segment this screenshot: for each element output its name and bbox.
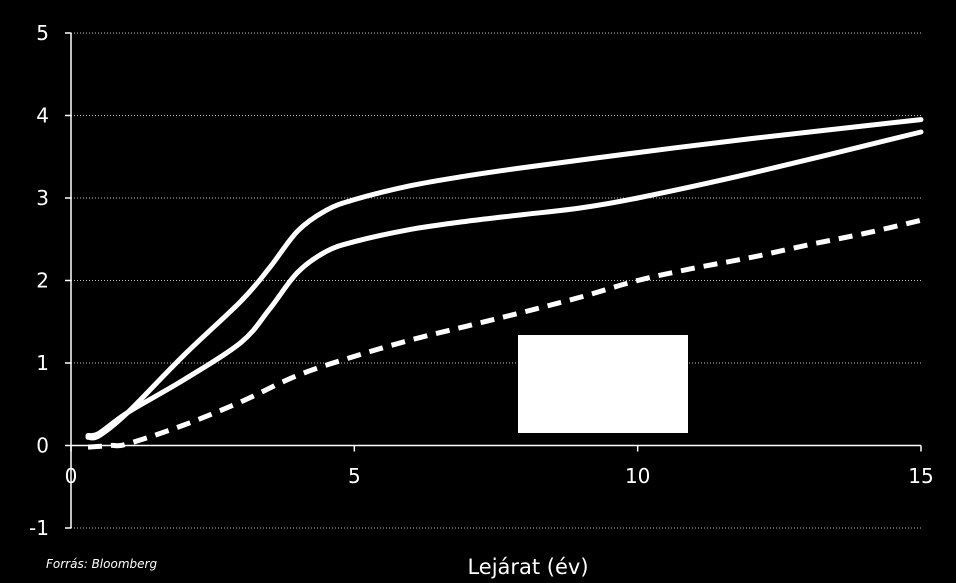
source-note: Forrás: Bloomberg bbox=[46, 557, 158, 571]
gridlines bbox=[71, 32, 921, 529]
y-tick-label: 4 bbox=[36, 104, 49, 128]
y-tick-label: -1 bbox=[29, 516, 49, 540]
x-axis-title: Lejárat (év) bbox=[467, 555, 588, 579]
legend-box bbox=[518, 335, 688, 433]
x-tick-label: 5 bbox=[348, 464, 361, 488]
series-line-3 bbox=[87, 217, 922, 450]
x-tick-label: 0 bbox=[65, 464, 78, 488]
x-tick-label: 10 bbox=[625, 464, 650, 488]
axes bbox=[65, 32, 922, 529]
series-line-1 bbox=[85, 117, 924, 441]
y-tick-label: 3 bbox=[36, 186, 49, 210]
series-lines bbox=[85, 117, 924, 450]
y-tick-label: 2 bbox=[36, 269, 49, 293]
y-tick-label: 5 bbox=[36, 21, 49, 45]
series-line-2 bbox=[85, 129, 924, 439]
y-tick-label: 1 bbox=[36, 351, 49, 375]
y-tick-label: 0 bbox=[36, 434, 49, 458]
x-tick-label: 15 bbox=[908, 464, 933, 488]
